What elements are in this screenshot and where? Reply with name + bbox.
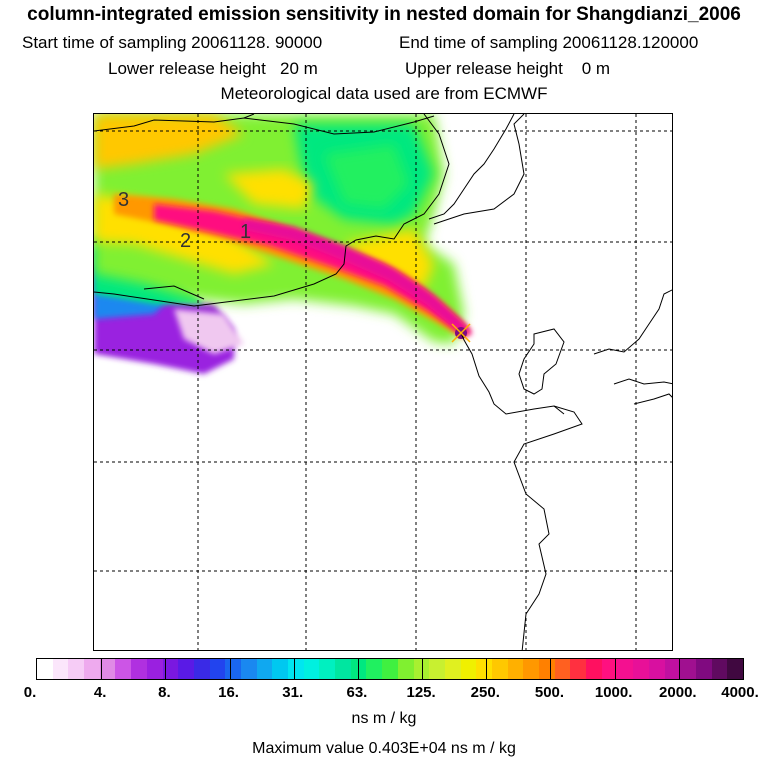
colorbar-cell	[335, 659, 352, 679]
colorbar-cell	[554, 659, 571, 679]
colorbar-tick-label: 31.	[282, 684, 304, 701]
colorbar-unit-label: ns m / kg	[351, 710, 417, 727]
map-panel: 3 2 1	[93, 113, 673, 651]
start-time-label: Start time of sampling 20061128. 90000	[22, 33, 323, 52]
colorbar-cell	[178, 659, 195, 679]
colorbar-tick	[165, 659, 167, 679]
colorbar-cell	[429, 659, 446, 679]
colorbar-cell	[507, 659, 524, 679]
colorbar-tick	[357, 659, 359, 679]
colorbar-cell	[272, 659, 289, 679]
colorbar-tick	[101, 659, 103, 679]
colorbar-tick-label: 2000.	[659, 684, 697, 701]
colorbar-tick-label: 8.	[158, 684, 171, 701]
colorbar-cell	[695, 659, 713, 679]
colorbar-cell	[256, 659, 273, 679]
colorbar-cell	[52, 659, 69, 679]
colorbar-cell	[680, 659, 697, 679]
colorbar-cell	[617, 659, 634, 679]
colorbar-cell	[664, 659, 681, 679]
colorbar-cell	[413, 659, 430, 679]
colorbar-cell	[319, 659, 336, 679]
colorbar-tick-label: 63.	[346, 684, 368, 701]
colorbar-cell	[68, 659, 85, 679]
colorbar-cell	[570, 659, 587, 679]
colorbar-tick-label: 500.	[534, 684, 565, 701]
colorbar-cell	[209, 659, 226, 679]
colorbar-tick	[550, 659, 552, 679]
colorbar-cell	[366, 659, 383, 679]
colorbar-cell	[397, 659, 415, 679]
colorbar-tick	[229, 659, 231, 679]
colorbar-cell	[303, 659, 320, 679]
colorbar-cell	[601, 659, 618, 679]
colorbar-tick-label: 125.	[406, 684, 436, 701]
colorbar-cell	[648, 659, 666, 679]
colorbar-cell	[84, 659, 101, 679]
contour-label-3: 3	[118, 189, 129, 211]
colorbar-cell	[288, 659, 305, 679]
colorbar-tick	[486, 659, 488, 679]
colorbar-tick-label: 4000.	[721, 684, 759, 701]
colorbar-cell	[727, 659, 744, 679]
contour-label-2: 2	[180, 230, 191, 252]
colorbar-cell	[131, 659, 148, 679]
colorbar-cell	[586, 659, 603, 679]
colorbar-cell	[37, 659, 54, 679]
colorbar-cell	[523, 659, 540, 679]
colorbar-tick-label: 0.	[23, 684, 37, 701]
colorbar-tick-label: 250.	[470, 684, 500, 701]
upper-release-label: Upper release height 0 m	[405, 59, 611, 78]
graticule	[94, 114, 672, 650]
end-time-label: End time of sampling 20061128.120000	[399, 33, 699, 52]
colorbar-tick	[614, 659, 616, 679]
colorbar-tick	[422, 659, 424, 679]
lower-release-label: Lower release height 20 m	[108, 59, 318, 78]
contour-label-1: 1	[240, 221, 251, 243]
colorbar-tick	[293, 659, 295, 679]
colorbar-cell	[633, 659, 650, 679]
colorbar-tick-label: 1000.	[594, 684, 633, 701]
colorbar-cell	[115, 659, 132, 679]
colorbar-cell	[460, 659, 477, 679]
colorbar-cell	[162, 659, 179, 679]
colorbar-cell	[146, 659, 163, 679]
colorbar-tick-label: 4.	[93, 684, 107, 701]
colorbar	[36, 658, 744, 680]
colorbar-cell	[476, 659, 493, 679]
colorbar-tick	[678, 659, 680, 679]
colorbar-cell	[711, 659, 728, 679]
map-title: column-integrated emission sensitivity i…	[27, 4, 741, 25]
release-point-marker	[451, 323, 471, 343]
colorbar-cell	[491, 659, 509, 679]
colorbar-cell	[382, 659, 399, 679]
sensitivity-field	[94, 114, 472, 374]
colorbar-cell	[240, 659, 258, 679]
colorbar-cell	[444, 659, 462, 679]
colorbar-cell	[225, 659, 242, 679]
colorbar-tick-label: 16.	[218, 684, 239, 701]
colorbar-cell	[539, 659, 556, 679]
emission-sensitivity-map: 3 2 1	[94, 114, 672, 650]
maximum-value-label: Maximum value 0.403E+04 ns m / kg	[252, 740, 516, 757]
coastlines	[94, 114, 672, 650]
colorbar-cell	[99, 659, 116, 679]
met-data-label: Meteorological data used are from ECMWF	[220, 84, 548, 103]
colorbar-cell	[193, 659, 211, 679]
